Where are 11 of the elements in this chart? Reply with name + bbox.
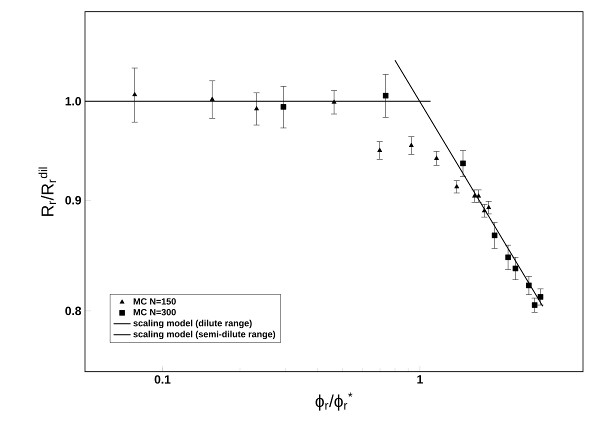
- legend-label: MC N=150: [134, 298, 176, 305]
- y-tick-label: 1.0: [66, 97, 81, 106]
- x-tick-label: 1: [417, 375, 423, 384]
- x-tick-label: 0.1: [154, 375, 170, 384]
- legend-label: scaling model (dilute range): [133, 320, 252, 328]
- x-axis-title: ϕ$_{r}$/ϕ$_{r}$*: [316, 392, 352, 411]
- y-axis-title: R$_{r}$/R$_{r}$dil: [38, 167, 56, 216]
- legend-label: scaling model (semi-dilute range): [133, 330, 276, 340]
- y-tick-label: 0.8: [65, 306, 82, 316]
- legend-label: MC N=300: [134, 308, 176, 316]
- y-tick-label: 0.9: [65, 196, 82, 204]
